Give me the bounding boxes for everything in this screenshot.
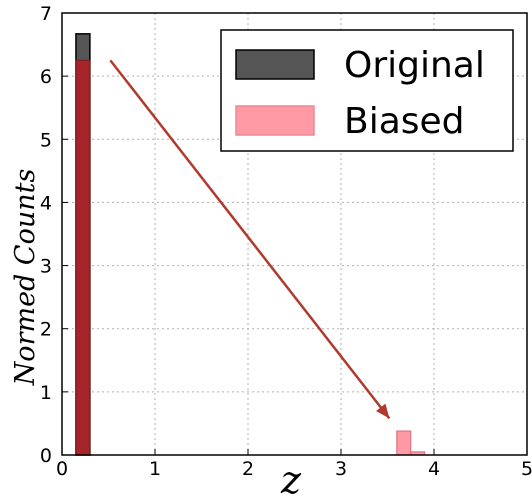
histogram-bars: [75, 33, 426, 456]
y-tick-label: 3: [40, 256, 52, 278]
legend: Original Biased: [220, 29, 514, 152]
y-tick-label: 7: [40, 3, 52, 25]
annotation-layer: [109, 59, 391, 420]
y-tick-label: 0: [40, 445, 52, 467]
x-tick-label: 2: [242, 458, 254, 480]
legend-swatch: [235, 49, 315, 80]
bar-biased: [396, 430, 412, 456]
legend-label: Original: [344, 45, 485, 86]
y-tick-label: 1: [40, 382, 52, 404]
axes-frame: [61, 12, 528, 456]
annotation-arrow-head: [376, 403, 390, 419]
bar-biased: [75, 59, 91, 456]
x-tick-label: 5: [521, 458, 532, 480]
annotation-arrow-line: [109, 59, 391, 420]
x-tick-label: 4: [428, 458, 440, 480]
y-tick-label: 5: [40, 129, 52, 151]
y-axis-label: Normed Counts: [10, 169, 41, 387]
x-tick-label: 0: [56, 458, 68, 480]
tick-labels: 0 1 2 3 4 5 0 1 2 3 4 5 6 7: [40, 3, 532, 480]
x-tick-label: 1: [149, 458, 161, 480]
plot-frame: [61, 12, 528, 456]
x-tick-label: 3: [335, 458, 347, 480]
y-tick-label: 2: [40, 319, 52, 341]
legend-swatch: [235, 105, 315, 136]
legend-label: Biased: [344, 101, 465, 142]
y-tick-label: 4: [40, 192, 52, 214]
y-tick-label: 6: [40, 66, 52, 88]
x-axis-label: z: [280, 458, 302, 501]
